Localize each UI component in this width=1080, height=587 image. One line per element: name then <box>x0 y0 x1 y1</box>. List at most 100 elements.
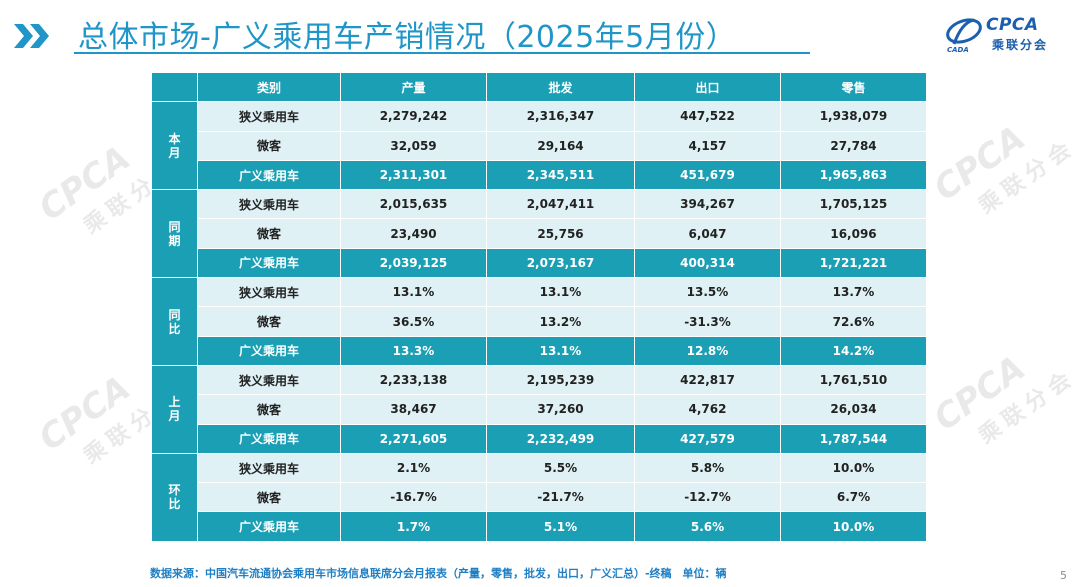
value-cell: -21.7% <box>486 482 635 513</box>
data-source-note: 数据来源：中国汽车流通协会乘用车市场信息联席分会月报表（产量，零售，批发，出口，… <box>150 567 727 580</box>
value-cell: 427,579 <box>634 423 781 454</box>
value-cell: 451,679 <box>634 159 781 191</box>
table-row: 广义乘用车 2,271,605 2,232,499 427,579 1,787,544 <box>152 423 927 454</box>
value-cell: 2,279,242 <box>340 101 487 132</box>
category-cell: 微客 <box>197 482 341 513</box>
svg-text:CADA: CADA <box>947 46 969 54</box>
value-cell: 5.6% <box>634 511 781 542</box>
table-row: 微客 38,467 37,260 4,762 26,034 <box>152 394 927 425</box>
value-cell: 6,047 <box>634 218 781 249</box>
table-row: 广义乘用车 2,039,125 2,073,167 400,314 1,721,221 <box>152 247 927 279</box>
header-blank-cell <box>151 71 198 103</box>
value-cell: 2,195,239 <box>486 364 635 396</box>
value-cell: 6.7% <box>780 482 927 513</box>
value-cell: 2,233,138 <box>340 364 487 396</box>
value-cell: 394,267 <box>634 189 781 220</box>
column-header: 出口 <box>634 71 781 103</box>
value-cell: 1,938,079 <box>780 101 927 132</box>
watermark-logo: CPCA 乘联分会 <box>926 118 1080 220</box>
value-cell: 1,721,221 <box>780 247 927 279</box>
value-cell: 422,817 <box>634 364 781 396</box>
column-header: 类别 <box>197 71 341 103</box>
value-cell: 32,059 <box>340 130 487 161</box>
value-cell: 13.2% <box>486 306 635 337</box>
column-header: 零售 <box>780 71 927 103</box>
value-cell: 10.0% <box>780 511 927 542</box>
double-chevron-right-icon <box>14 24 49 48</box>
row-group-label: 同比 <box>151 277 198 366</box>
value-cell: -12.7% <box>634 482 781 513</box>
row-group-label-text: 本月 <box>168 131 181 160</box>
category-cell: 广义乘用车 <box>197 335 341 366</box>
category-cell: 狭义乘用车 <box>197 364 341 396</box>
row-group-label: 上月 <box>151 364 198 454</box>
table-row: 微客 -16.7% -21.7% -12.7% 6.7% <box>152 482 927 513</box>
value-cell: 2,345,511 <box>486 159 635 191</box>
value-cell: 1,965,863 <box>780 159 927 191</box>
value-cell: 5.5% <box>486 452 635 484</box>
value-cell: 13.3% <box>340 335 487 366</box>
value-cell: 400,314 <box>634 247 781 279</box>
table-row: 广义乘用车 13.3% 13.1% 12.8% 14.2% <box>152 335 927 366</box>
category-cell: 广义乘用车 <box>197 159 341 191</box>
table-row: 广义乘用车 2,311,301 2,345,511 451,679 1,965,863 <box>152 159 927 191</box>
category-cell: 狭义乘用车 <box>197 452 341 484</box>
value-cell: 2,271,605 <box>340 423 487 454</box>
cpca-logo: CADA CPCA 乘联分会 <box>944 14 1072 54</box>
value-cell: 72.6% <box>780 306 927 337</box>
value-cell: 38,467 <box>340 394 487 425</box>
category-cell: 微客 <box>197 130 341 161</box>
category-cell: 微客 <box>197 394 341 425</box>
category-cell: 狭义乘用车 <box>197 101 341 132</box>
logo-wordmark: CPCA <box>986 15 1039 35</box>
production-sales-table: 类别 产量 批发 出口 零售 本月 狭义乘用车 2,279,242 2,316,347… <box>151 71 927 542</box>
title-underline <box>74 52 810 54</box>
table-row: 本月 狭义乘用车 2,279,242 2,316,347 447,522 1,938,07… <box>151 101 927 191</box>
column-header: 批发 <box>486 71 635 103</box>
value-cell: 5.1% <box>486 511 635 542</box>
value-cell: -31.3% <box>634 306 781 337</box>
value-cell: 13.5% <box>634 277 781 308</box>
value-cell: 2.1% <box>340 452 487 484</box>
value-cell: 447,522 <box>634 101 781 132</box>
table-row: 微客 23,490 25,756 6,047 16,096 <box>152 218 927 249</box>
value-cell: 26,034 <box>780 394 927 425</box>
category-cell: 广义乘用车 <box>197 247 341 279</box>
table-row: 微客 36.5% 13.2% -31.3% 72.6% <box>152 306 927 337</box>
column-header: 产量 <box>340 71 487 103</box>
row-group-label: 同期 <box>151 189 198 279</box>
value-cell: 23,490 <box>340 218 487 249</box>
value-cell: 29,164 <box>486 130 635 161</box>
category-cell: 狭义乘用车 <box>197 277 341 308</box>
category-cell: 微客 <box>197 218 341 249</box>
value-cell: 10.0% <box>780 452 927 484</box>
page-title: 总体市场-广义乘用车产销情况（2025年5月份） <box>78 20 737 55</box>
value-cell: 1,705,125 <box>780 189 927 220</box>
value-cell: 25,756 <box>486 218 635 249</box>
value-cell: 1,787,544 <box>780 423 927 454</box>
table-row: 上月 狭义乘用车 2,233,138 2,195,239 422,817 1,761,51… <box>151 364 927 454</box>
value-cell: 2,015,635 <box>340 189 487 220</box>
category-cell: 广义乘用车 <box>197 423 341 454</box>
category-cell: 广义乘用车 <box>197 511 341 542</box>
value-cell: 2,073,167 <box>486 247 635 279</box>
watermark-logo: CPCA 乘联分会 <box>926 348 1080 450</box>
value-cell: 1,761,510 <box>780 364 927 396</box>
value-cell: 12.8% <box>634 335 781 366</box>
value-cell: 13.1% <box>486 335 635 366</box>
table-row: 同期 狭义乘用车 2,015,635 2,047,411 394,267 1,705,12… <box>151 189 927 279</box>
value-cell: 36.5% <box>340 306 487 337</box>
table-header-row: 类别 产量 批发 出口 零售 <box>151 71 927 103</box>
cpca-emblem-icon: CADA <box>946 18 982 54</box>
value-cell: 4,762 <box>634 394 781 425</box>
value-cell: 37,260 <box>486 394 635 425</box>
value-cell: 2,047,411 <box>486 189 635 220</box>
value-cell: 16,096 <box>780 218 927 249</box>
logo-subtitle: 乘联分会 <box>992 38 1049 52</box>
category-cell: 微客 <box>197 306 341 337</box>
slide-header: 总体市场-广义乘用车产销情况（2025年5月份） CADA CPCA 乘联分会 <box>0 0 1080 60</box>
value-cell: 2,316,347 <box>486 101 635 132</box>
table-row: 广义乘用车 1.7% 5.1% 5.6% 10.0% <box>152 511 927 542</box>
table-body: 本月 狭义乘用车 2,279,242 2,316,347 447,522 1,938,07… <box>151 101 927 542</box>
table-row: 同比 狭义乘用车 13.1% 13.1% 13.5% 13.7% <box>151 277 927 366</box>
